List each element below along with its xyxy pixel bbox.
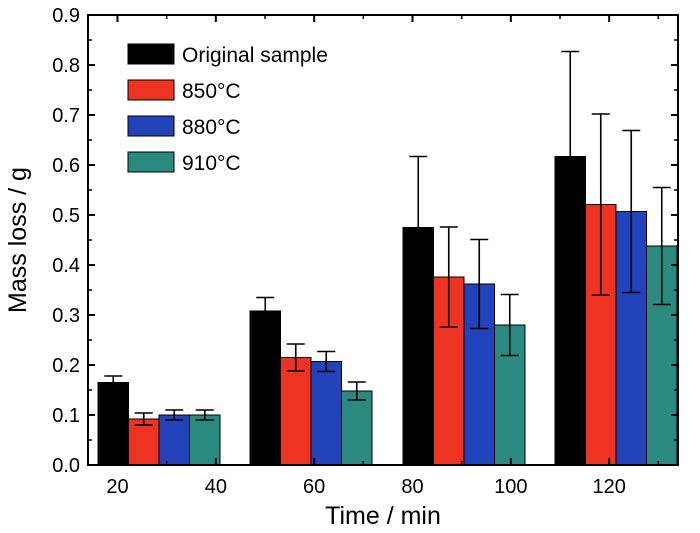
legend-label-3: 910°C — [182, 152, 241, 175]
x-tick-label: 60 — [303, 476, 325, 498]
y-tick-label: 0.3 — [52, 305, 80, 327]
y-tick-label: 0.7 — [52, 105, 80, 127]
error-bars-layer — [104, 50, 671, 426]
legend-swatch-0 — [127, 43, 175, 65]
y-tick-label: 0.5 — [52, 205, 80, 227]
bar-20-1 — [128, 418, 160, 466]
legend-label-1: 850°C — [182, 80, 241, 103]
bar-20-2 — [158, 414, 190, 466]
x-tick-label: 100 — [494, 476, 527, 498]
x-tick-label: 20 — [106, 476, 128, 498]
legend-swatch-2 — [127, 115, 175, 137]
y-tick-label: 0.9 — [52, 5, 80, 27]
legend-label-2: 880°C — [182, 116, 241, 139]
legend-swatch-3 — [127, 151, 175, 173]
y-tick-label: 0.2 — [52, 355, 80, 377]
y-tick-label: 0.4 — [52, 255, 80, 277]
bar-60-2 — [310, 361, 342, 466]
x-tick-label: 40 — [205, 476, 227, 498]
bar-20-3 — [189, 414, 221, 466]
y-tick-label: 0.1 — [52, 405, 80, 427]
x-axis-title: Time / min — [325, 502, 441, 530]
bar-60-1 — [280, 357, 312, 466]
x-axis: 20 40 60 80 100 120 — [106, 15, 660, 498]
legend-swatch-1 — [127, 79, 175, 101]
x-tick-label: 80 — [401, 476, 423, 498]
y-tick-label: 0.6 — [52, 155, 80, 177]
bar-60-0 — [249, 310, 281, 466]
y-axis-title: Mass loss / g — [4, 167, 32, 313]
bar-20-0 — [97, 382, 129, 466]
y-axis: 0.0 0.1 0.2 0.3 0.4 0.5 0.6 0.7 0.8 0.9 — [52, 5, 678, 477]
y-tick-label: 0.0 — [52, 455, 80, 477]
x-tick-label: 120 — [592, 476, 625, 498]
bar-60-3 — [341, 390, 373, 466]
legend: Original sample 850°C 880°C 910°C — [127, 43, 328, 175]
legend-label-0: Original sample — [182, 44, 328, 67]
bars-layer — [97, 156, 678, 466]
y-tick-label: 0.8 — [52, 55, 80, 77]
